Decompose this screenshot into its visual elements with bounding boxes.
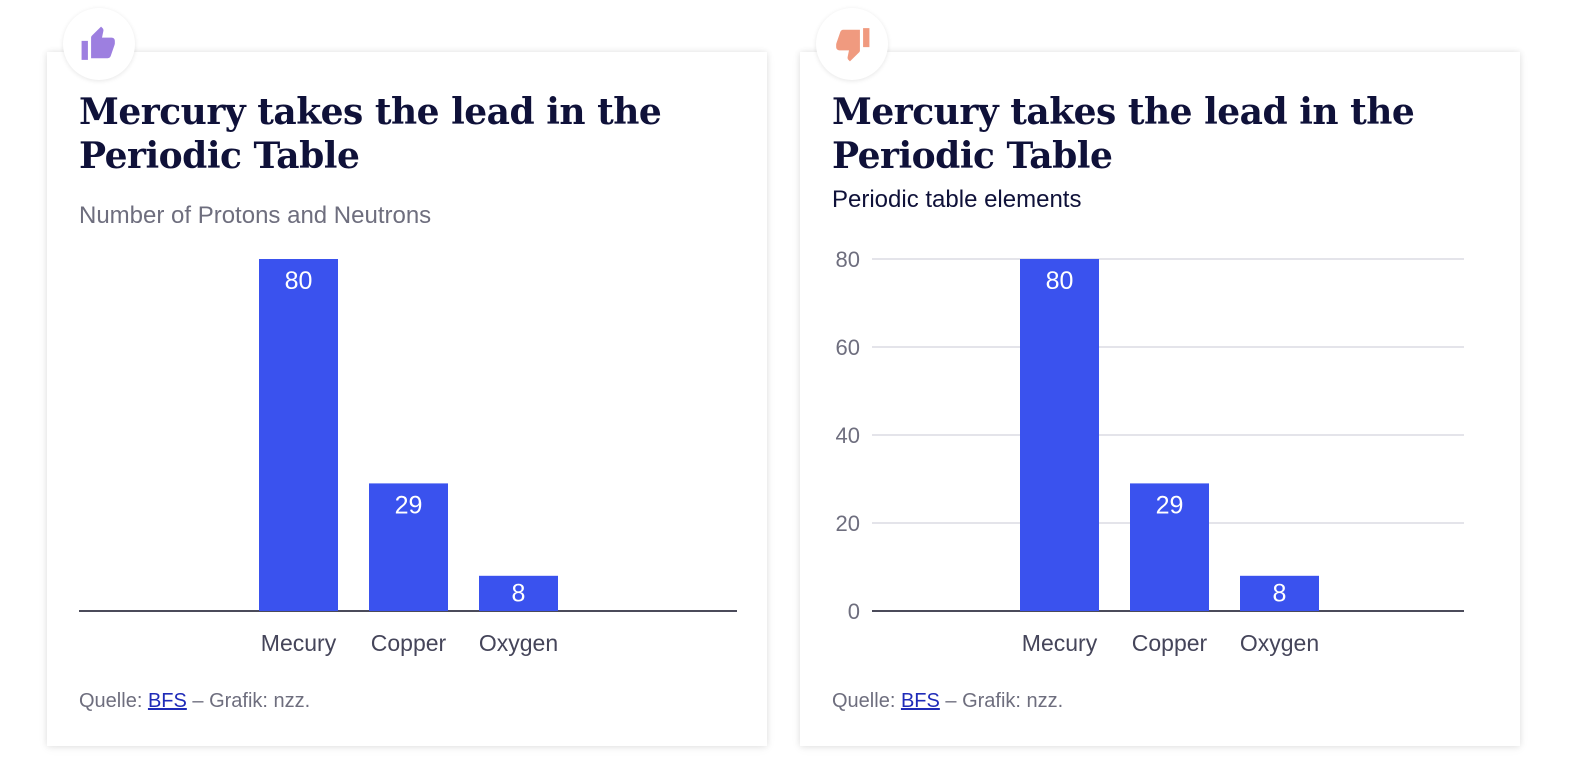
source-suffix: – Grafik: nzz. (939, 690, 1064, 712)
y-tick-label: 40 (836, 423, 860, 448)
bar-chart-right: 0 20 40 60 80 80 Mecury 29 Copper 8 Oxygen (836, 247, 1464, 656)
source-link[interactable]: BFS (900, 690, 940, 712)
category-label: Mecury (1022, 630, 1098, 656)
thumbs-up-icon (81, 26, 115, 60)
data-label: 80 (285, 267, 313, 295)
y-tick-label: 20 (836, 511, 860, 536)
chart-card-left: Mercury takes the lead in the Periodic T… (47, 8, 767, 746)
source-prefix: Quelle: (79, 690, 148, 712)
data-label: 8 (1273, 579, 1287, 607)
badge-right (816, 8, 888, 80)
source-prefix: Quelle: (832, 690, 901, 712)
bar (1240, 575, 1319, 611)
data-label: 8 (512, 579, 526, 607)
thumbs-down-icon (836, 28, 870, 62)
source-link[interactable]: BFS (147, 690, 187, 712)
chart-title: Mercury takes the lead in the Periodic T… (79, 91, 662, 177)
bar (369, 483, 448, 611)
category-label: Oxygen (1240, 630, 1319, 656)
source-line: Quelle: BFS – Grafik: nzz. (79, 690, 310, 713)
category-label: Oxygen (479, 630, 558, 656)
bar (479, 575, 558, 611)
category-label: Copper (371, 630, 447, 656)
source-suffix: – Grafik: nzz. (186, 690, 311, 712)
chart-card-right: Mercury takes the lead in the Periodic T… (800, 8, 1520, 746)
chart-title: Mercury takes the lead in the Periodic T… (832, 91, 1415, 177)
chart-subtitle: Periodic table elements (832, 186, 1082, 213)
data-label: 29 (395, 491, 423, 519)
badge-left (63, 8, 135, 80)
bar (1020, 259, 1099, 611)
data-label: 80 (1046, 267, 1074, 295)
chart-subtitle: Number of Protons and Neutrons (79, 202, 432, 229)
data-label: 29 (1156, 491, 1184, 519)
bar (1130, 483, 1209, 611)
y-tick-label: 0 (848, 599, 860, 624)
category-label: Mecury (261, 630, 337, 656)
bar-chart-left: 80 Mecury 29 Copper 8 Oxygen (79, 259, 737, 656)
source-line: Quelle: BFS – Grafik: nzz. (832, 690, 1063, 713)
y-tick-label: 60 (836, 335, 860, 360)
bar (259, 259, 338, 611)
y-tick-label: 80 (836, 247, 860, 272)
category-label: Copper (1132, 630, 1208, 656)
